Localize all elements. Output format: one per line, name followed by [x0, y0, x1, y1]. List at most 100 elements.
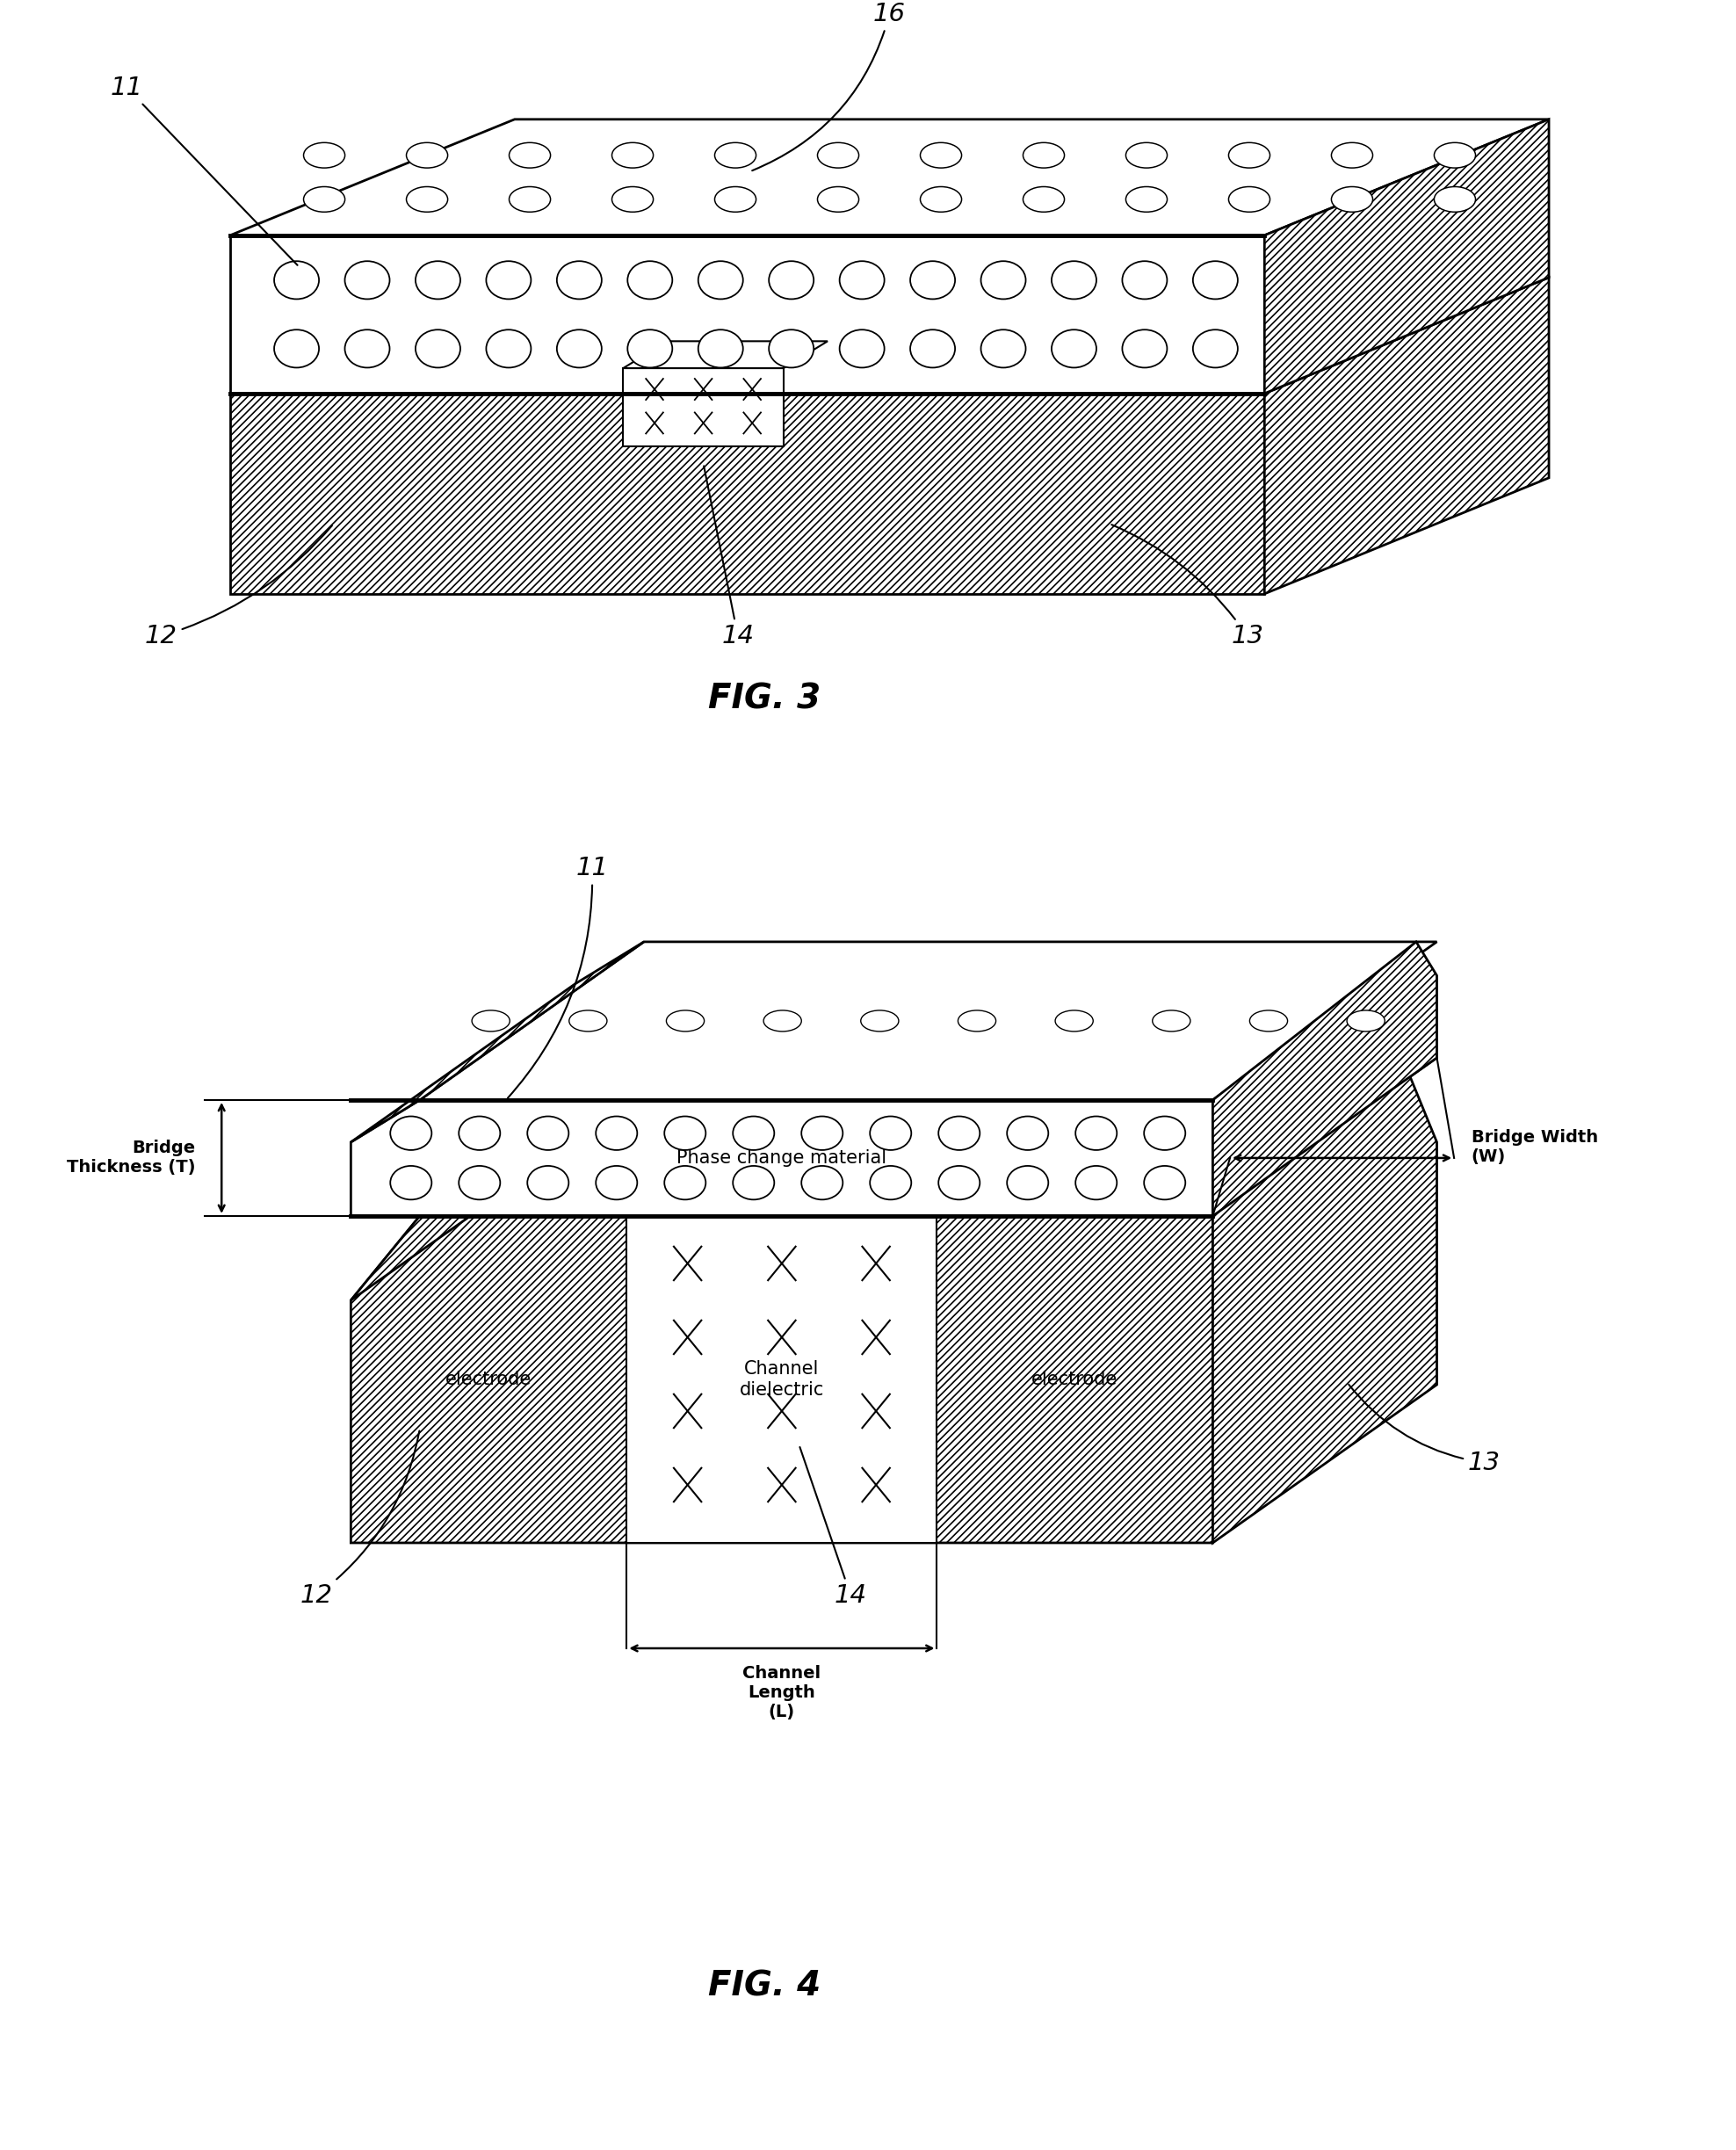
Ellipse shape: [840, 329, 884, 368]
Ellipse shape: [1332, 187, 1373, 213]
Ellipse shape: [391, 1165, 432, 1200]
Polygon shape: [623, 368, 783, 447]
Ellipse shape: [1076, 1116, 1116, 1150]
Polygon shape: [231, 393, 1264, 593]
Ellipse shape: [611, 187, 653, 213]
Polygon shape: [231, 234, 1264, 393]
Ellipse shape: [910, 329, 955, 368]
Ellipse shape: [274, 329, 319, 368]
Ellipse shape: [802, 1165, 842, 1200]
Ellipse shape: [509, 187, 550, 213]
Ellipse shape: [715, 187, 757, 213]
Ellipse shape: [870, 1116, 911, 1150]
Ellipse shape: [715, 142, 757, 168]
Ellipse shape: [1144, 1116, 1186, 1150]
Ellipse shape: [665, 1165, 707, 1200]
Ellipse shape: [1193, 260, 1238, 299]
Ellipse shape: [1332, 142, 1373, 168]
Polygon shape: [231, 118, 1549, 234]
Ellipse shape: [304, 187, 345, 213]
Ellipse shape: [345, 329, 389, 368]
Ellipse shape: [627, 260, 672, 299]
Ellipse shape: [486, 329, 531, 368]
Ellipse shape: [1127, 142, 1167, 168]
Text: Phase change material: Phase change material: [677, 1150, 887, 1167]
Ellipse shape: [665, 1116, 707, 1150]
Ellipse shape: [958, 1010, 996, 1032]
Ellipse shape: [910, 260, 955, 299]
Ellipse shape: [415, 260, 460, 299]
Polygon shape: [627, 1058, 1017, 1217]
Text: 14: 14: [703, 467, 753, 649]
Ellipse shape: [920, 142, 962, 168]
Ellipse shape: [733, 1165, 774, 1200]
Ellipse shape: [1076, 1165, 1116, 1200]
Ellipse shape: [861, 1010, 899, 1032]
Ellipse shape: [1144, 1165, 1186, 1200]
Polygon shape: [1213, 942, 1437, 1217]
Ellipse shape: [733, 1116, 774, 1150]
Ellipse shape: [1434, 142, 1476, 168]
Ellipse shape: [458, 1116, 500, 1150]
Ellipse shape: [769, 260, 814, 299]
Ellipse shape: [611, 142, 653, 168]
Ellipse shape: [486, 260, 531, 299]
Ellipse shape: [1121, 329, 1167, 368]
Text: FIG. 4: FIG. 4: [708, 1969, 821, 2002]
Ellipse shape: [769, 329, 814, 368]
Ellipse shape: [698, 260, 743, 299]
Ellipse shape: [1121, 260, 1167, 299]
Text: 12: 12: [146, 525, 332, 649]
Ellipse shape: [274, 260, 319, 299]
Polygon shape: [623, 342, 828, 368]
Polygon shape: [1264, 118, 1549, 393]
Ellipse shape: [557, 329, 602, 368]
Polygon shape: [627, 1217, 937, 1544]
Ellipse shape: [920, 187, 962, 213]
Text: 16: 16: [752, 2, 906, 170]
Text: electrode: electrode: [446, 1370, 531, 1389]
Text: 13: 13: [1111, 525, 1264, 649]
Ellipse shape: [1229, 142, 1271, 168]
Ellipse shape: [557, 260, 602, 299]
Ellipse shape: [1347, 1010, 1385, 1032]
Ellipse shape: [595, 1165, 637, 1200]
Ellipse shape: [1007, 1165, 1049, 1200]
Polygon shape: [351, 942, 644, 1142]
Text: 13: 13: [1349, 1385, 1500, 1475]
Ellipse shape: [764, 1010, 802, 1032]
Polygon shape: [1264, 277, 1549, 593]
Ellipse shape: [627, 329, 672, 368]
Text: 11: 11: [111, 75, 297, 264]
Ellipse shape: [391, 1116, 432, 1150]
Ellipse shape: [1229, 187, 1271, 213]
Polygon shape: [351, 1217, 1213, 1544]
Text: Bridge
Thickness (T): Bridge Thickness (T): [68, 1140, 196, 1176]
Ellipse shape: [981, 329, 1026, 368]
Text: 11: 11: [507, 856, 608, 1099]
Ellipse shape: [345, 260, 389, 299]
Ellipse shape: [472, 1010, 510, 1032]
Ellipse shape: [981, 260, 1026, 299]
Ellipse shape: [1007, 1116, 1049, 1150]
Text: Channel
Length
(L): Channel Length (L): [743, 1664, 821, 1720]
Ellipse shape: [406, 187, 448, 213]
Ellipse shape: [569, 1010, 608, 1032]
Ellipse shape: [528, 1165, 569, 1200]
Polygon shape: [420, 1058, 1437, 1217]
Ellipse shape: [802, 1116, 842, 1150]
Ellipse shape: [1023, 187, 1064, 213]
Ellipse shape: [939, 1116, 979, 1150]
Ellipse shape: [528, 1116, 569, 1150]
Ellipse shape: [1153, 1010, 1191, 1032]
Polygon shape: [351, 1058, 644, 1301]
Text: Bridge Width
(W): Bridge Width (W): [1472, 1129, 1597, 1165]
Ellipse shape: [1052, 260, 1097, 299]
Ellipse shape: [415, 329, 460, 368]
Text: Channel
dielectric: Channel dielectric: [740, 1361, 825, 1398]
Ellipse shape: [406, 142, 448, 168]
Ellipse shape: [595, 1116, 637, 1150]
Ellipse shape: [667, 1010, 705, 1032]
Ellipse shape: [458, 1165, 500, 1200]
Ellipse shape: [1023, 142, 1064, 168]
